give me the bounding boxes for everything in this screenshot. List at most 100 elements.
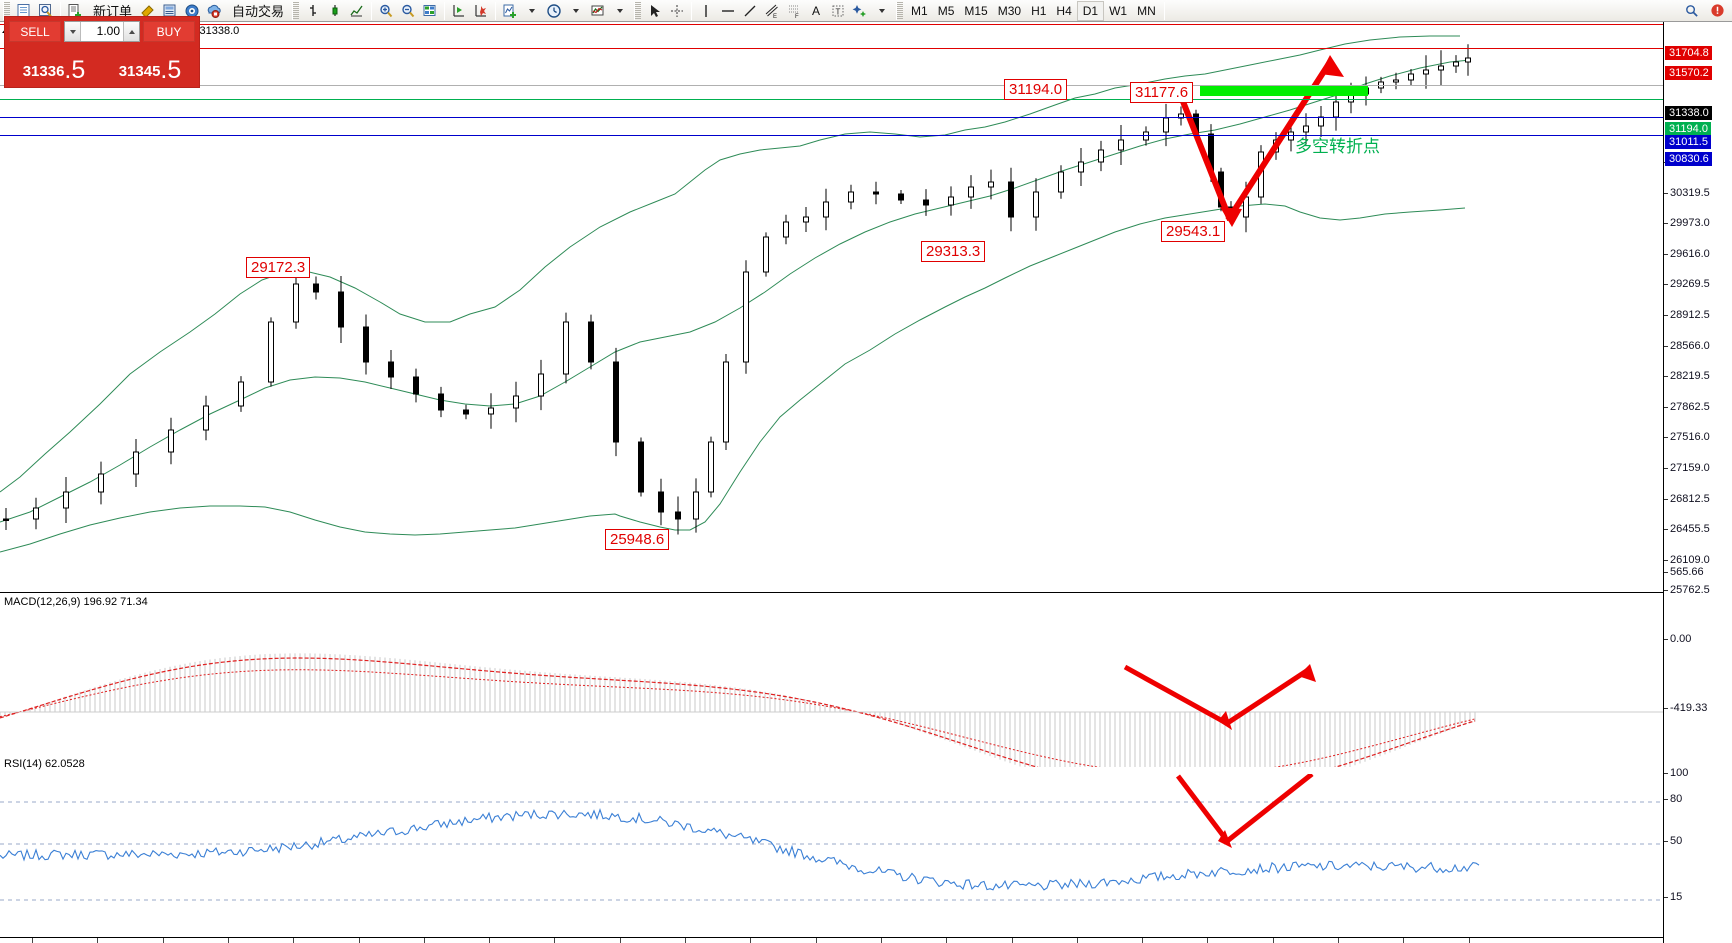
macd-arrow-overlay	[1123, 664, 1316, 730]
volume-decrement-button[interactable]	[65, 22, 81, 41]
date-tickmark	[554, 938, 556, 943]
tf-label-m5: M5	[937, 3, 955, 18]
search-icon[interactable]	[1680, 1, 1702, 21]
objects-dropdown-icon[interactable]	[871, 1, 893, 21]
price-tick: 27516.0	[1664, 431, 1710, 443]
level-line-30830	[0, 135, 1663, 136]
main-toolbar: 新订单 自动交易	[0, 0, 1732, 22]
svg-text:T: T	[836, 7, 841, 16]
metaeditor-icon[interactable]	[137, 1, 159, 21]
label-30830: 30830.6	[1665, 152, 1712, 166]
rsi-arrow-overlay	[1176, 774, 1314, 848]
date-tickmark	[1403, 938, 1405, 943]
label-31570: 31570.2	[1665, 66, 1712, 80]
tf-label-w1: W1	[1109, 3, 1128, 18]
text-icon[interactable]: A	[812, 3, 821, 18]
candlestick-chart-icon[interactable]	[324, 1, 346, 21]
price-chart-svg	[0, 35, 1471, 553]
line-chart-icon[interactable]	[346, 1, 368, 21]
crosshair-icon[interactable]	[666, 1, 688, 21]
new-order-label: 新订单	[93, 4, 133, 19]
new-order-icon[interactable]	[64, 1, 86, 21]
fibonacci-retracement-icon[interactable]: F	[783, 1, 805, 21]
macd-tick: 0.00	[1664, 633, 1691, 645]
signals-icon[interactable]	[181, 1, 203, 21]
tf-M1[interactable]: M1	[906, 1, 933, 21]
buy-price-int: 31345	[118, 63, 161, 80]
new-order-button[interactable]: 新订单	[86, 1, 137, 21]
date-tickmark	[1142, 938, 1144, 943]
one-click-trading-panel[interactable]: SELL 1.00 BUY 31336.5 31345.5	[4, 16, 200, 88]
periods-dropdown-icon[interactable]	[565, 1, 587, 21]
templates-dropdown-icon[interactable]	[609, 1, 631, 21]
level-line-31194	[0, 99, 1663, 100]
rsi-tick: 100	[1664, 767, 1688, 779]
price-axis[interactable]: 30676.530319.529973.029616.029269.528912…	[1663, 22, 1732, 943]
chart-shift-icon[interactable]	[419, 1, 441, 21]
zoom-out-icon[interactable]	[397, 1, 419, 21]
toolbar-grip-3[interactable]	[634, 1, 642, 20]
bar-chart-icon[interactable]	[302, 1, 324, 21]
cursor-icon[interactable]	[644, 1, 666, 21]
date-tickmark	[685, 938, 686, 943]
trendline-icon[interactable]	[739, 1, 761, 21]
label-31338: 31338.0	[1665, 106, 1712, 120]
zoom-in-icon[interactable]	[375, 1, 397, 21]
toolbar-grip-2[interactable]	[292, 1, 300, 20]
macd-tick: -419.33	[1664, 702, 1707, 714]
buy-price[interactable]: 31345.5	[103, 45, 197, 83]
date-tickmark	[32, 938, 33, 943]
terminal-icon[interactable]	[159, 1, 181, 21]
date-tickmark	[1011, 938, 1013, 943]
autotrading-icon[interactable]	[203, 1, 225, 21]
periods-icon[interactable]	[543, 1, 565, 21]
rsi-pane[interactable]	[0, 774, 1663, 914]
tf-D1[interactable]: D1	[1076, 0, 1105, 21]
date-tickmark	[489, 938, 491, 943]
buy-button[interactable]: BUY	[143, 21, 195, 42]
tf-M30[interactable]: M30	[993, 1, 1026, 21]
tf-M15[interactable]: M15	[959, 1, 992, 21]
price-pane[interactable]: 29172.3 25948.6 29313.3 31194.0 31177.6 …	[0, 22, 1663, 590]
chart-area[interactable]: DJ30-,Daily 31357.0 31461.0 31167.0 3133…	[0, 22, 1732, 943]
templates-icon[interactable]	[587, 1, 609, 21]
objects-icon[interactable]	[849, 1, 871, 21]
tf-MN[interactable]: MN	[1132, 1, 1161, 21]
horizontal-line-icon[interactable]	[717, 1, 739, 21]
price-tag-31177: 31177.6	[1130, 82, 1194, 103]
turning-point-note: 多空转折点	[1295, 137, 1380, 156]
equidistant-channel-icon[interactable]: E	[761, 1, 783, 21]
volume-input[interactable]: 1.00	[96, 24, 120, 38]
macd-indicator-label: MACD(12,26,9) 196.92 71.34	[2, 596, 150, 608]
price-tick: 30319.5	[1664, 187, 1710, 199]
alert-icon[interactable]	[1706, 1, 1728, 21]
svg-text:F: F	[795, 14, 799, 19]
sell-price-dec: .5	[64, 56, 86, 84]
level-line-31011	[0, 117, 1663, 118]
indicators-dropdown-icon[interactable]	[521, 1, 543, 21]
sell-price[interactable]: 31336.5	[7, 45, 101, 83]
price-tick: 26455.5	[1664, 523, 1710, 535]
browse-icon[interactable]	[35, 1, 57, 21]
indicators-icon[interactable]	[499, 1, 521, 21]
tf-W1[interactable]: W1	[1104, 1, 1132, 21]
tf-label-m30: M30	[997, 3, 1022, 18]
auto-scroll-icon[interactable]	[448, 1, 470, 21]
tf-H1[interactable]: H1	[1026, 1, 1051, 21]
tf-M5[interactable]: M5	[933, 1, 960, 21]
macd-pane[interactable]	[0, 612, 1663, 767]
vertical-line-icon[interactable]	[695, 1, 717, 21]
volume-stepper[interactable]: 1.00	[64, 21, 140, 42]
volume-increment-button[interactable]	[123, 22, 139, 41]
autotrading-button[interactable]: 自动交易	[225, 1, 289, 21]
date-axis: 4 Jul 202023 Jul 20202 Aug 202011 Aug 20…	[0, 937, 1663, 943]
tf-label-h1: H1	[1031, 3, 1047, 18]
tf-H4[interactable]: H4	[1051, 1, 1076, 21]
date-tickmark	[293, 938, 295, 943]
sell-button[interactable]: SELL	[9, 21, 61, 42]
price-tick: 27862.5	[1664, 401, 1710, 413]
text-label-icon[interactable]: T	[827, 1, 849, 21]
toolbar-grip-4[interactable]	[896, 1, 904, 20]
toolbar-grip-1[interactable]	[3, 1, 10, 20]
chart-shift-end-icon[interactable]	[470, 1, 492, 21]
